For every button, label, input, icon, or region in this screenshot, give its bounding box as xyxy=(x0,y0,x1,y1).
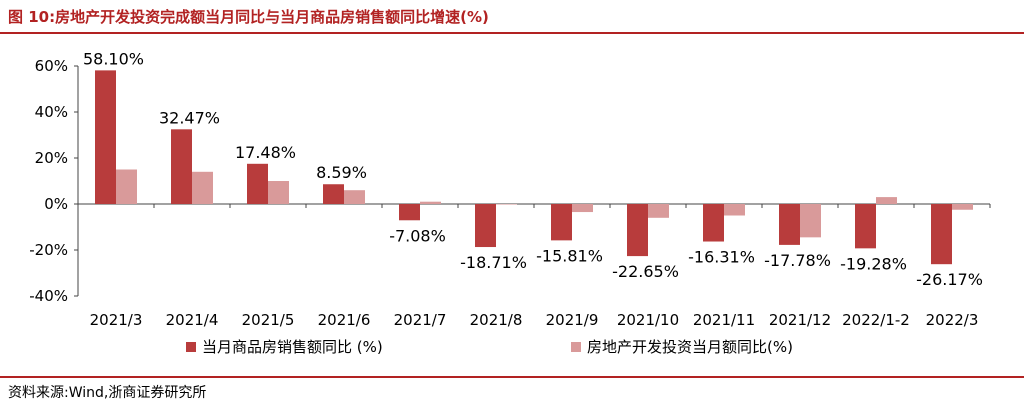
data-label: -16.31% xyxy=(688,248,755,267)
y-tick-label: 60% xyxy=(35,57,68,75)
y-tick-label: 20% xyxy=(35,149,68,167)
data-label: 8.59% xyxy=(316,163,367,182)
x-tick-label: 2021/3 xyxy=(90,311,143,329)
data-label: 17.48% xyxy=(235,143,296,162)
x-tick-label: 2021/5 xyxy=(242,311,295,329)
investment-yoy-bar xyxy=(496,204,517,205)
y-tick-label: 0% xyxy=(44,195,68,213)
sales-yoy-bar xyxy=(247,163,268,204)
investment-yoy-bar xyxy=(952,204,973,210)
legend-swatch-sales xyxy=(186,342,196,352)
investment-yoy-bar xyxy=(648,204,669,218)
investment-yoy-bar xyxy=(192,171,213,204)
legend: 当月商品房销售额同比 (%) 房地产开发投资当月额同比(%) xyxy=(186,338,793,356)
data-labels-group: 58.10% 32.47% 17.48% 8.59% -7.08% -18.71% -15.… xyxy=(83,49,983,289)
chart-title: 图 10:房地产开发投资完成额当月同比与当月商品房销售额同比增速(%) xyxy=(8,8,489,26)
investment-yoy-bar xyxy=(800,204,821,238)
sales-yoy-bar xyxy=(627,204,648,257)
bars-group xyxy=(95,70,973,265)
title-divider xyxy=(0,32,1024,34)
x-tick-label: 2021/11 xyxy=(693,311,755,329)
sales-yoy-bar xyxy=(703,204,724,242)
x-tick-label: 2021/7 xyxy=(394,311,447,329)
sales-yoy-bar xyxy=(779,204,800,245)
source-note: 资料来源:Wind,浙商证券研究所 xyxy=(8,385,207,401)
bar-chart: 60%40%20%0%-20%-40% 2021/3 2021/4 2021/5 20… xyxy=(29,49,991,356)
legend-label-sales: 当月商品房销售额同比 (%) xyxy=(202,338,383,356)
x-tick-label: 2021/4 xyxy=(166,311,219,329)
investment-yoy-bar xyxy=(572,204,593,213)
investment-yoy-bar xyxy=(876,197,897,204)
data-label: -15.81% xyxy=(536,246,603,265)
data-label: -7.08% xyxy=(389,226,446,245)
x-tick-label: 2021/8 xyxy=(470,311,523,329)
y-tick-label: -20% xyxy=(29,241,68,259)
x-axis: 2021/3 2021/4 2021/5 2021/6 2021/7 2021/8 2021… xyxy=(78,203,991,329)
data-label: -18.71% xyxy=(460,253,527,272)
data-label: 32.47% xyxy=(159,108,220,127)
x-tick-label: 2021/10 xyxy=(617,311,679,329)
y-tick-label: -40% xyxy=(29,287,68,305)
data-label: 58.10% xyxy=(83,49,144,68)
legend-swatch-investment xyxy=(571,342,581,352)
sales-yoy-bar xyxy=(399,204,420,221)
sales-yoy-bar xyxy=(931,204,952,265)
sales-yoy-bar xyxy=(323,184,344,204)
x-tick-label: 2021/9 xyxy=(546,311,599,329)
x-tick-label: 2022/1-2 xyxy=(842,311,910,329)
investment-yoy-bar xyxy=(268,181,289,204)
data-label: -17.78% xyxy=(764,251,831,270)
x-tick-label: 2022/3 xyxy=(926,311,979,329)
data-label: -19.28% xyxy=(840,254,907,273)
investment-yoy-bar xyxy=(724,204,745,216)
legend-label-investment: 房地产开发投资当月额同比(%) xyxy=(587,338,793,356)
investment-yoy-bar xyxy=(344,190,365,204)
sales-yoy-bar xyxy=(855,204,876,249)
investment-yoy-bar xyxy=(116,169,137,204)
sales-yoy-bar xyxy=(171,129,192,204)
data-label: -22.65% xyxy=(612,262,679,281)
footer-divider xyxy=(0,376,1024,378)
x-tick-label: 2021/6 xyxy=(318,311,371,329)
sales-yoy-bar xyxy=(95,70,116,205)
sales-yoy-bar xyxy=(551,204,572,241)
sales-yoy-bar xyxy=(475,204,496,248)
x-tick-label: 2021/12 xyxy=(769,311,831,329)
data-label: -26.17% xyxy=(916,270,983,289)
y-tick-label: 40% xyxy=(35,103,68,121)
y-axis: 60% 40% 20% 0% -20% -40% xyxy=(29,57,79,305)
investment-yoy-bar xyxy=(420,201,441,204)
